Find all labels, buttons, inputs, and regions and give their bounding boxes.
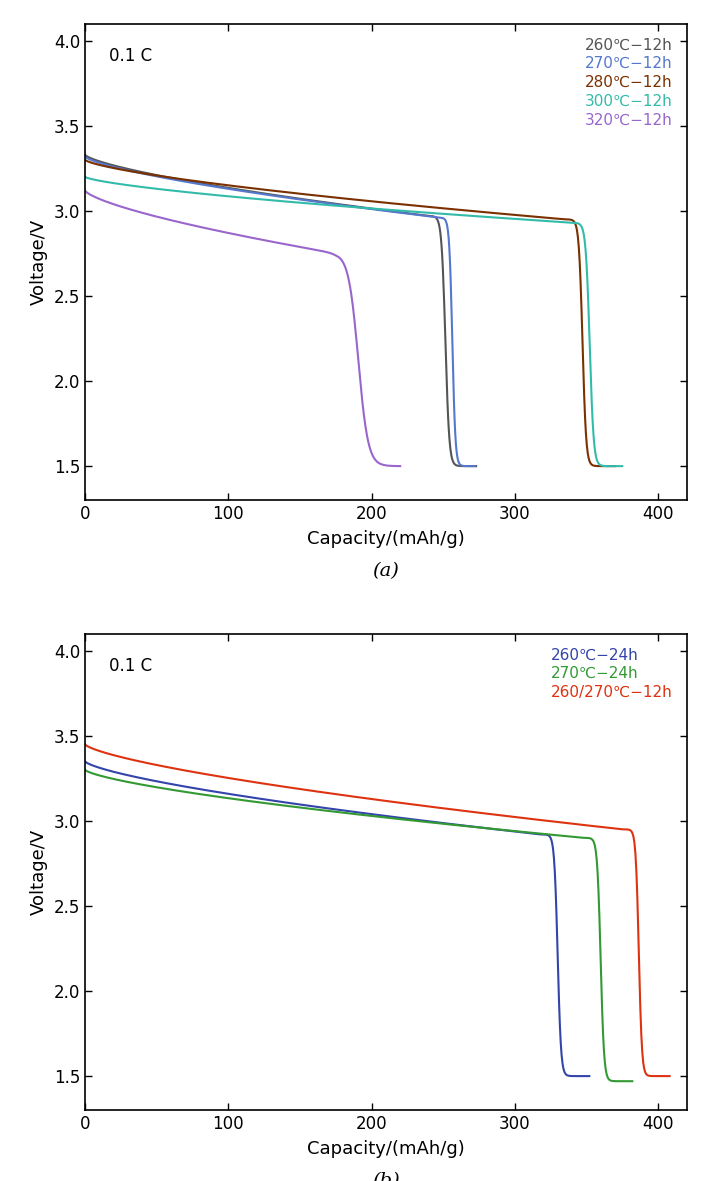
260℃−12h — [342, 198, 350, 213]
270℃−12h — [310, 195, 319, 209]
270℃−12h — [374, 203, 382, 217]
270℃−12h — [341, 198, 350, 213]
Line: 320℃−12h: 320℃−12h — [85, 190, 400, 466]
260/270℃−12h — [666, 1069, 674, 1083]
270℃−12h — [81, 149, 89, 163]
260/270℃−12h — [426, 800, 434, 814]
280℃−12h — [393, 197, 401, 211]
270℃−12h — [149, 169, 158, 183]
300℃−12h — [219, 189, 227, 203]
320℃−12h — [318, 244, 326, 259]
280℃−12h — [81, 152, 89, 167]
260/270℃−12h — [231, 772, 239, 787]
300℃−12h — [81, 170, 89, 184]
320℃−12h — [137, 205, 145, 220]
260℃−12h — [472, 459, 480, 474]
Y-axis label: Voltage/V: Voltage/V — [30, 218, 48, 305]
260℃−12h — [181, 174, 190, 188]
280℃−12h — [435, 201, 443, 215]
300℃−12h — [485, 210, 493, 224]
260℃−12h — [258, 187, 266, 201]
260/270℃−12h — [81, 737, 89, 751]
260℃−24h — [460, 818, 469, 833]
270℃−12h — [470, 459, 479, 474]
260℃−24h — [585, 1069, 593, 1083]
Line: 270℃−12h: 270℃−12h — [85, 156, 474, 466]
260℃−12h — [312, 194, 320, 208]
270℃−12h — [181, 175, 190, 189]
320℃−12h — [396, 459, 404, 474]
260℃−24h — [170, 777, 178, 791]
320℃−12h — [223, 226, 232, 240]
Legend: 260℃−24h, 270℃−24h, 260/270℃−12h: 260℃−24h, 270℃−24h, 260/270℃−12h — [545, 641, 679, 706]
260/270℃−12h — [471, 805, 479, 820]
260/270℃−12h — [346, 789, 354, 803]
270℃−24h — [446, 817, 455, 831]
Text: 0.1 C: 0.1 C — [109, 47, 152, 65]
300℃−12h — [324, 198, 332, 213]
270℃−24h — [628, 1075, 636, 1089]
260℃−24h — [378, 809, 387, 823]
280℃−12h — [480, 205, 489, 220]
X-axis label: Capacity/(mAh/g): Capacity/(mAh/g) — [307, 530, 464, 548]
Line: 260℃−12h: 260℃−12h — [85, 155, 476, 466]
Legend: 260℃−12h, 270℃−12h, 280℃−12h, 300℃−12h, 320℃−12h: 260℃−12h, 270℃−12h, 280℃−12h, 300℃−12h, … — [579, 31, 679, 133]
280℃−12h — [321, 189, 329, 203]
260℃−24h — [210, 784, 219, 798]
Text: 0.1 C: 0.1 C — [109, 658, 152, 676]
270℃−12h — [257, 187, 266, 201]
320℃−12h — [161, 211, 170, 226]
260℃−24h — [418, 814, 426, 828]
Text: (b): (b) — [372, 1172, 400, 1181]
260℃−12h — [150, 168, 159, 182]
260℃−24h — [309, 800, 317, 814]
280℃−12h — [611, 459, 620, 474]
Line: 260℃−24h: 260℃−24h — [85, 762, 589, 1076]
280℃−12h — [175, 171, 183, 185]
320℃−12h — [81, 183, 89, 197]
Y-axis label: Voltage/V: Voltage/V — [30, 829, 48, 915]
280℃−12h — [217, 177, 226, 191]
300℃−12h — [440, 207, 448, 221]
260/270℃−12h — [184, 764, 193, 778]
260℃−12h — [375, 203, 384, 217]
260℃−24h — [81, 755, 89, 769]
260℃−12h — [81, 148, 89, 162]
270℃−24h — [178, 784, 186, 798]
Line: 280℃−12h: 280℃−12h — [85, 159, 615, 466]
320℃−12h — [291, 239, 299, 253]
270℃−24h — [404, 813, 412, 827]
X-axis label: Capacity/(mAh/g): Capacity/(mAh/g) — [307, 1140, 464, 1157]
270℃−24h — [493, 822, 501, 836]
270℃−24h — [329, 804, 337, 818]
Line: 300℃−12h: 300℃−12h — [85, 177, 622, 466]
300℃−12h — [618, 459, 627, 474]
260/270℃−12h — [521, 811, 530, 826]
300℃−12h — [176, 184, 184, 198]
Line: 260/270℃−12h: 260/270℃−12h — [85, 744, 670, 1076]
270℃−24h — [81, 763, 89, 777]
270℃−24h — [222, 791, 230, 805]
Text: (a): (a) — [372, 562, 399, 580]
300℃−12h — [397, 203, 406, 217]
320℃−12h — [266, 234, 275, 248]
Line: 270℃−24h: 270℃−24h — [85, 770, 632, 1082]
